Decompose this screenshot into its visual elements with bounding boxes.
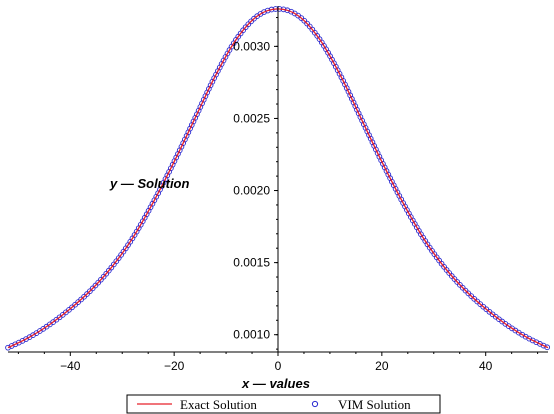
legend-vim-label: VIM Solution [338, 397, 411, 412]
vim-point [87, 288, 93, 295]
vim-point [264, 7, 271, 14]
legend-vim-swatch [311, 400, 319, 408]
legend: Exact Solution VIM Solution [126, 394, 441, 414]
x-tick-label: −20 [164, 359, 185, 373]
x-axis-label: x — values [241, 376, 310, 391]
legend-box [126, 394, 441, 414]
y-tick-label: 0.0015 [233, 256, 270, 270]
x-tick-label: −40 [60, 359, 81, 373]
vim-point [301, 17, 308, 24]
vim-point [261, 9, 267, 15]
x-tick-label: 40 [479, 359, 493, 373]
axes: −40 −20 0 20 40 0.0010 0.0015 0.0020 0.0025 0.003… [8, 6, 548, 373]
x-tick-label: 20 [375, 359, 389, 373]
legend-exact-label: Exact Solution [180, 397, 257, 412]
y-tick-label: 0.0020 [233, 184, 270, 198]
vim-point [544, 344, 551, 351]
y-tick-label: 0.0030 [233, 39, 270, 53]
x-tick-label: 0 [275, 359, 282, 373]
y-axis-label: y — Solution [109, 176, 190, 191]
y-tick-label: 0.0025 [233, 111, 270, 125]
y-tick-label: 0.0010 [233, 328, 270, 342]
